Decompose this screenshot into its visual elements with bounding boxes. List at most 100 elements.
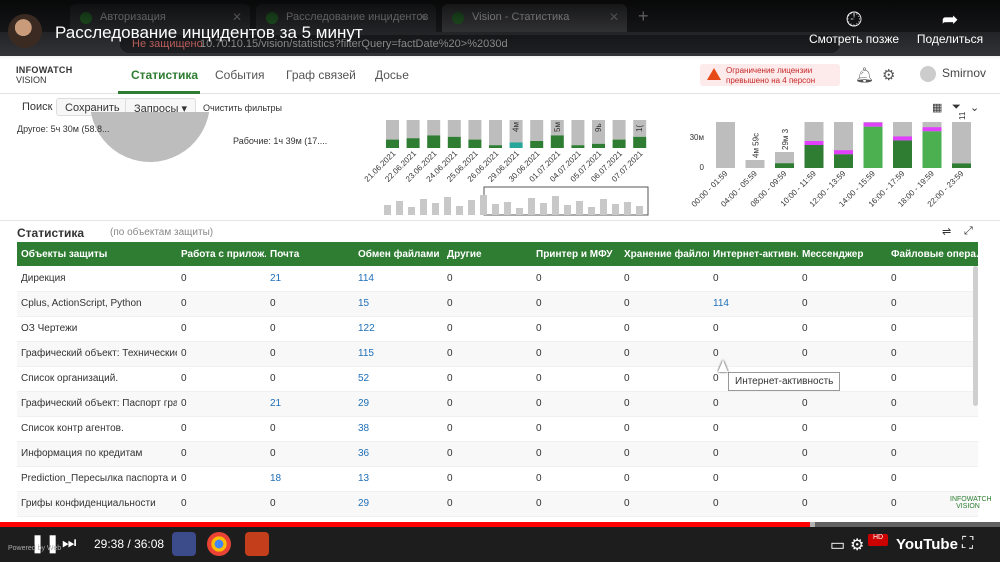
count-cell: 0	[887, 316, 978, 342]
count-cell: 0	[443, 366, 532, 392]
pie-slice	[90, 112, 210, 162]
settings-icon[interactable]: ⚙	[850, 537, 865, 554]
count-cell[interactable]: 115	[354, 341, 443, 367]
count-cell: 0	[532, 266, 620, 292]
bar-segment-other	[406, 120, 420, 139]
table-row[interactable]: ОЗ Чертежи 0 0 122 0 0 0 0 0 0	[17, 316, 978, 342]
share-button[interactable]: ➦ Поделиться	[912, 8, 988, 46]
table-row[interactable]: Список контр агентов. 0 0 38 0 0 0 0 0 0	[17, 416, 978, 442]
count-cell: 0	[709, 441, 798, 467]
table-scrollbar[interactable]	[973, 266, 978, 406]
video-title[interactable]: Расследование инцидентов за 5 минут	[55, 23, 363, 42]
bar-segment-work	[952, 163, 971, 168]
column-header[interactable]: Почта	[266, 242, 354, 266]
column-header[interactable]: Принтер и МФУ	[532, 242, 620, 266]
column-header[interactable]: Обмен файлами	[354, 242, 443, 266]
count-cell[interactable]: 114	[354, 266, 443, 292]
fullscreen-icon[interactable]: ⛶	[962, 535, 974, 552]
close-icon[interactable]: ✕	[231, 10, 242, 24]
video-progress-bar[interactable]	[0, 522, 1000, 527]
nav-statistics[interactable]: Статистика	[131, 68, 199, 82]
table-row[interactable]: Информация по кредитам 0 0 36 0 0 0 0 0 0	[17, 441, 978, 467]
close-icon[interactable]: ✕	[608, 10, 619, 24]
table-row[interactable]: Cplus, ActionScript, Python 0 0 15 0 0 0 114 0 0	[17, 291, 978, 317]
count-cell: 0	[266, 366, 354, 392]
license-warning-text: Ограничение лицензии превышено на 4 перс…	[726, 66, 816, 85]
bar-segment-other	[775, 152, 794, 164]
count-cell[interactable]: 18	[266, 466, 354, 492]
new-tab-icon[interactable]: +	[638, 6, 649, 26]
count-cell[interactable]: 122	[354, 316, 443, 342]
count-cell[interactable]: 36	[354, 441, 443, 467]
count-cell: 0	[798, 266, 887, 292]
overview-bar	[384, 205, 391, 215]
bar-segment-work	[509, 142, 523, 148]
count-cell[interactable]: 29	[354, 491, 443, 517]
bell-icon[interactable]: 🔔︎	[855, 67, 875, 84]
count-cell[interactable]: 52	[354, 366, 443, 392]
count-cell: 0	[443, 391, 532, 417]
collapse-icon[interactable]: ⌄	[970, 102, 980, 114]
close-icon[interactable]: ✕	[417, 10, 428, 24]
bar-value-label: 4м 59с	[752, 133, 761, 158]
count-cell: 0	[709, 266, 798, 292]
count-cell: 0	[177, 441, 266, 467]
channel-avatar[interactable]	[8, 14, 42, 48]
count-cell: 0	[443, 341, 532, 367]
overview-bar	[504, 202, 511, 215]
pause-icon[interactable]: ❚❚	[30, 533, 61, 553]
table-row[interactable]: Графический объект: Паспорт граж 0 21 29 0 0 0…	[17, 391, 978, 417]
overview-bar	[396, 201, 403, 215]
count-cell: 0	[798, 466, 887, 492]
table-row[interactable]: Список организаций.0052000000	[17, 366, 978, 392]
top-navbar: INFOWATCH VISION Статистика События Граф…	[0, 56, 1000, 94]
youtube-logo[interactable]: YouTube	[896, 536, 958, 553]
count-cell[interactable]: 13	[354, 466, 443, 492]
watermark-line2: VISION	[956, 503, 980, 510]
column-header[interactable]: Мессенджер	[798, 242, 887, 266]
column-header[interactable]: Другие	[443, 242, 532, 266]
subtitles-icon[interactable]: ▭	[830, 537, 846, 554]
bar-segment-other-app	[834, 150, 853, 155]
table-row[interactable]: Грифы конфиденциальности 0 0 29 0 0 0 0 0 0	[17, 491, 978, 517]
settings-sliders-icon[interactable]: ⇌	[942, 226, 952, 238]
count-cell[interactable]: 21	[266, 266, 354, 292]
mouse-cursor-icon	[718, 360, 728, 372]
column-header[interactable]: Файловые опера...	[887, 242, 978, 266]
nav-graph[interactable]: Граф связей	[286, 68, 356, 82]
count-cell: 0	[266, 291, 354, 317]
table-row[interactable]: Дирекция 0 21 114 0 0 0 0 0 0	[17, 266, 978, 292]
count-cell: 0	[620, 366, 709, 392]
gear-icon[interactable]: ⚙	[882, 67, 896, 84]
protected-object-cell: Prediction_Пересылка паспорта или	[17, 466, 177, 492]
user-menu[interactable]: Smirnov	[920, 66, 986, 82]
infowatch-logo[interactable]: INFOWATCH VISION	[16, 65, 96, 85]
table-header-row: Объекты защиты Работа с прилож... Почта Обм…	[17, 242, 978, 266]
expand-icon[interactable]: ⤢	[964, 225, 973, 237]
watch-later-button[interactable]: 🕘︎ Смотреть позже	[806, 8, 902, 46]
bar-segment-work	[863, 126, 883, 168]
browser-tab-vision[interactable]: Vision - Статистика ✕	[442, 4, 627, 32]
bar-segment-work	[922, 131, 942, 168]
search-button[interactable]: Поиск	[22, 101, 53, 113]
next-icon[interactable]: ⏭	[62, 535, 77, 552]
filter-icon[interactable]: ⏷	[952, 101, 961, 113]
nav-dossier[interactable]: Досье	[375, 68, 409, 82]
table-row[interactable]: Prediction_Пересылка паспорта или 0 18 13 0 0…	[17, 466, 978, 492]
count-cell[interactable]: 15	[354, 291, 443, 317]
count-cell[interactable]: 38	[354, 416, 443, 442]
nav-events[interactable]: События	[215, 68, 265, 82]
count-cell[interactable]: 114	[709, 291, 798, 317]
license-warning[interactable]: Ограничение лицензии превышено на 4 перс…	[700, 64, 840, 86]
table-row[interactable]: Графический объект: Технические ч 0 0 115 0 0…	[17, 341, 978, 367]
column-header[interactable]: Работа с прилож...	[177, 242, 266, 266]
bar-value-label: 9ь	[594, 123, 603, 132]
count-cell[interactable]: 29	[354, 391, 443, 417]
clear-filters-button[interactable]: Очистить фильтры	[203, 103, 282, 113]
grid-icon[interactable]: ▦	[932, 102, 943, 114]
count-cell[interactable]: 21	[266, 391, 354, 417]
bar-segment-other	[427, 120, 441, 136]
column-header[interactable]: Объекты защиты	[17, 242, 177, 266]
column-header[interactable]: Интернет-активн...	[709, 242, 798, 266]
column-header[interactable]: Хранение файлов	[620, 242, 709, 266]
